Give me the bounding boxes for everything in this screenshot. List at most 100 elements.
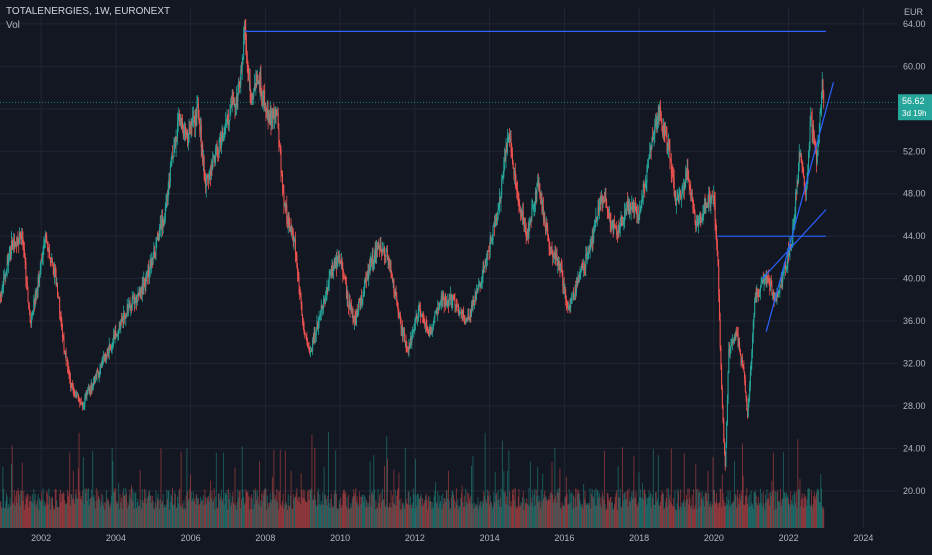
candle-body: [8, 254, 10, 265]
candle-body: [35, 293, 37, 297]
candle-body: [658, 106, 660, 121]
candle-body: [176, 136, 178, 138]
drawing-layer[interactable]: [244, 30, 835, 332]
volume-bar: [552, 494, 554, 528]
volume-bar: [46, 490, 48, 528]
candle-body: [133, 296, 135, 298]
volume-bar: [756, 502, 758, 528]
candle-body: [87, 388, 89, 390]
candle-body: [483, 265, 485, 269]
candle-body: [396, 302, 398, 308]
volume-bar: [161, 503, 163, 528]
volume-bar: [36, 500, 38, 528]
volume-bar: [138, 505, 140, 528]
candle-body: [516, 184, 518, 189]
volume-bar: [542, 498, 544, 528]
candle-body: [445, 303, 447, 305]
candle-body: [500, 194, 502, 203]
volume-bar: [72, 470, 74, 528]
volume-bar: [350, 507, 352, 528]
volume-bar: [249, 496, 251, 528]
candle-body: [783, 267, 785, 274]
volume-bar: [317, 488, 319, 528]
volume-bar: [705, 491, 707, 528]
candle-body: [298, 277, 300, 287]
volume-bar: [375, 500, 377, 528]
volume-bar: [467, 504, 469, 528]
candle-body: [422, 313, 424, 316]
candle-body: [583, 266, 585, 268]
volume-bar: [243, 504, 245, 528]
candle-body: [706, 203, 708, 208]
volume-bar: [164, 504, 166, 528]
candle-body: [495, 217, 497, 219]
volume-bar: [638, 472, 640, 528]
volume-bar: [114, 491, 116, 528]
candle-body: [637, 213, 639, 221]
volume-bar: [821, 506, 823, 528]
candle-body: [797, 180, 799, 182]
candle-body: [499, 197, 501, 203]
candle-body: [570, 303, 572, 309]
trend-line[interactable]: [762, 209, 827, 280]
candle-body: [11, 240, 13, 245]
candle-body: [366, 279, 368, 281]
candle-body: [667, 141, 669, 148]
volume-bar: [496, 500, 498, 528]
candle-body: [287, 213, 289, 224]
volume-bar: [313, 494, 315, 528]
candle-body: [609, 215, 610, 217]
volume-bar: [749, 505, 751, 528]
volume-bar: [68, 492, 70, 528]
volume-bar: [586, 505, 587, 528]
candle-body: [129, 301, 131, 309]
volume-bar: [413, 493, 415, 528]
candle-body: [637, 213, 639, 215]
candle-body: [647, 167, 649, 170]
volume-bar: [365, 507, 367, 528]
candle-body: [382, 250, 384, 253]
volume-bar: [534, 505, 536, 528]
candle-body: [798, 153, 800, 164]
volume-bar: [457, 499, 459, 528]
trend-line[interactable]: [765, 82, 835, 332]
candle-body: [644, 187, 646, 189]
volume-bar: [610, 496, 612, 528]
volume-bar: [168, 490, 170, 528]
volume-bar: [160, 448, 162, 528]
volume-bar: [460, 492, 462, 528]
candle-body: [754, 299, 756, 316]
volume-bar: [527, 505, 529, 528]
candle-body: [141, 283, 143, 294]
volume-bar: [592, 496, 594, 528]
volume-bar: [430, 501, 432, 528]
candle-body: [7, 260, 9, 265]
candle-body: [399, 314, 401, 317]
candle-body: [117, 334, 119, 336]
candle-body: [54, 267, 56, 270]
volume-bar: [2, 466, 4, 528]
volume-indicator-label[interactable]: Vol: [6, 20, 20, 31]
symbol-title[interactable]: TOTALENERGIES, 1W, EURONEXT: [6, 6, 171, 17]
candle-body: [460, 311, 462, 315]
candle-body: [736, 332, 738, 334]
candle-body: [821, 79, 823, 94]
volume-bar: [747, 496, 749, 528]
candle-body: [706, 206, 708, 208]
candle-body: [552, 249, 554, 258]
candle-body: [770, 282, 771, 291]
candle-body: [231, 100, 233, 108]
candle-body: [534, 191, 536, 204]
y-tick-label: 28.00: [903, 401, 926, 411]
candle-body: [614, 226, 616, 228]
volume-bar: [233, 502, 235, 528]
volume-bar: [101, 502, 103, 528]
volume-bar: [274, 499, 276, 528]
candle-body: [363, 294, 365, 296]
volume-bar: [648, 490, 650, 528]
volume-bar: [354, 492, 356, 528]
volume-bar: [310, 490, 311, 528]
candle-body: [661, 118, 663, 131]
